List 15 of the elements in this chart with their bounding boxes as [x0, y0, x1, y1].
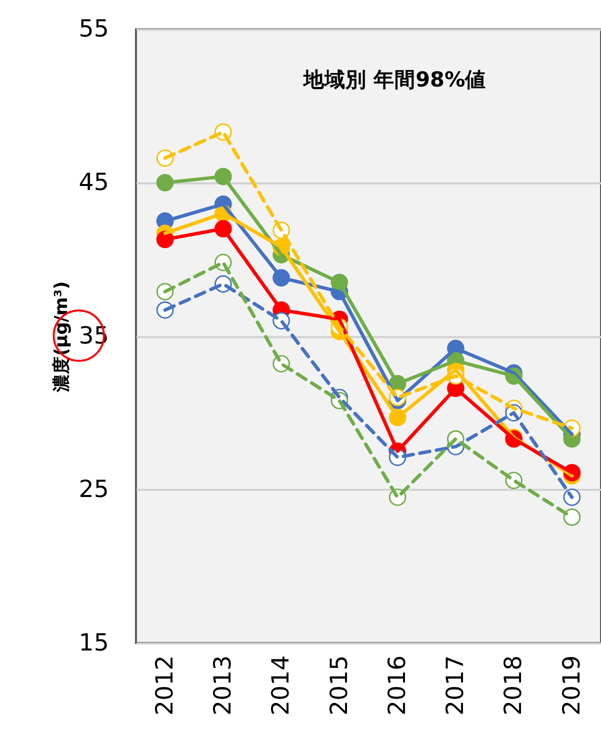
- x-tick-label: 2018: [499, 655, 528, 716]
- y-tick-label: 15: [78, 628, 109, 656]
- point: [563, 508, 581, 526]
- x-tick-label: 2012: [150, 655, 178, 716]
- y-tick-label: 45: [78, 168, 109, 196]
- x-tick-label: 2016: [382, 655, 411, 716]
- text: 地域別 年間98%値: [302, 67, 486, 92]
- x-tick-label: 2019: [557, 655, 586, 716]
- x-tick-label: 2015: [324, 655, 353, 716]
- x-tick-label: 2017: [441, 655, 470, 716]
- y-tick-label: 25: [78, 474, 109, 503]
- x-tick-label: 2014: [266, 655, 295, 716]
- x-tick-label: 2013: [208, 655, 237, 716]
- y-axis-title: 濃度(μg/m³): [50, 281, 72, 393]
- y-tick-label: 55: [78, 14, 109, 43]
